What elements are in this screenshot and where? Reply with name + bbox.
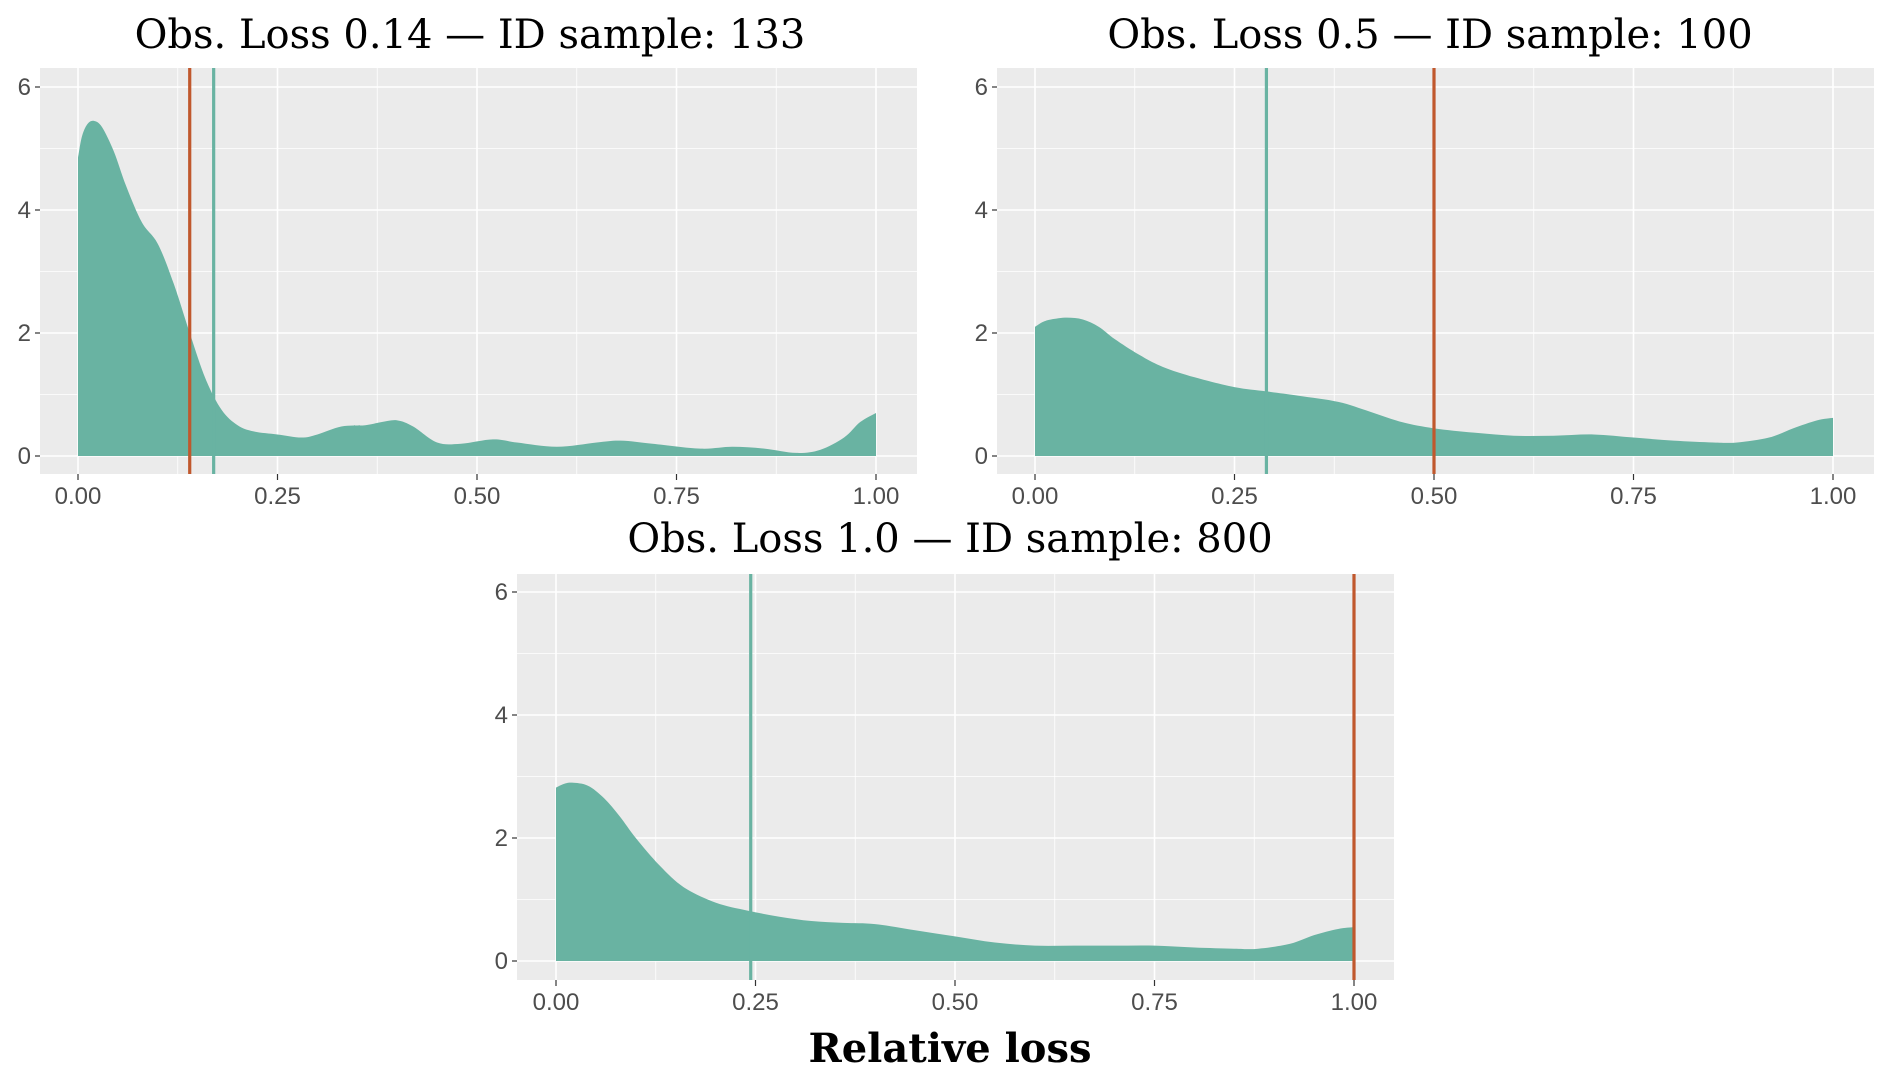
facet-panel-0: 0.00 0.25 0.50 0.75 1.00 0 2 4 6 Obs. Loss 0.14 —… xyxy=(18,12,917,510)
y-tick-label: 6 xyxy=(495,579,508,606)
y-tick-label: 2 xyxy=(18,320,31,347)
x-tick-label: 1.00 xyxy=(853,483,900,510)
y-tick-label: 2 xyxy=(975,320,988,347)
x-tick-label: 0.25 xyxy=(1211,483,1258,510)
y-tick-label: 4 xyxy=(18,197,31,224)
x-tick-label: 0.00 xyxy=(1012,483,1059,510)
y-tick-label: 6 xyxy=(18,74,31,101)
y-tick-label: 0 xyxy=(495,948,508,975)
x-tick-label: 1.00 xyxy=(1331,989,1378,1016)
y-tick-label: 4 xyxy=(975,197,988,224)
x-tick-label: 0.25 xyxy=(254,483,301,510)
x-tick-label: 0.50 xyxy=(932,989,979,1016)
density-area xyxy=(556,782,1354,961)
x-tick-label: 0.25 xyxy=(732,989,779,1016)
panel-title: Obs. Loss 0.14 — ID sample: 133 xyxy=(135,12,806,58)
y-tick-label: 0 xyxy=(975,443,988,470)
x-tick-label: 1.00 xyxy=(1810,483,1857,510)
panel-title: Obs. Loss 0.5 — ID sample: 100 xyxy=(1107,12,1752,58)
density-area xyxy=(78,120,876,457)
y-tick-label: 4 xyxy=(495,702,508,729)
x-tick-label: 0.50 xyxy=(1411,483,1458,510)
facet-panel-2: 0.00 0.25 0.50 0.75 1.00 0 2 4 6 Obs. Loss 1.0 — … xyxy=(495,516,1394,1016)
y-tick-label: 0 xyxy=(18,443,31,470)
density-area xyxy=(1035,317,1833,456)
x-tick-label: 0.50 xyxy=(454,483,501,510)
x-axis-label: Relative loss xyxy=(808,1025,1091,1072)
y-tick-label: 6 xyxy=(975,74,988,101)
x-tick-label: 0.75 xyxy=(1131,989,1178,1016)
x-tick-label: 0.75 xyxy=(653,483,700,510)
x-tick-label: 0.00 xyxy=(533,989,580,1016)
panel-title: Obs. Loss 1.0 — ID sample: 800 xyxy=(627,516,1272,562)
facet-panel-1: 0.00 0.25 0.50 0.75 1.00 0 2 4 6 Obs. Loss 0.5 — … xyxy=(975,12,1874,510)
x-tick-label: 0.75 xyxy=(1610,483,1657,510)
y-tick-label: 2 xyxy=(495,825,508,852)
x-tick-label: 0.00 xyxy=(55,483,102,510)
